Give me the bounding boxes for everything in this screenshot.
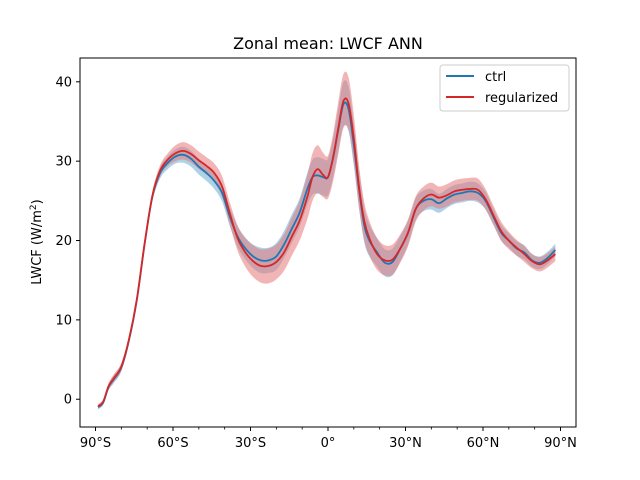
y-tick-label: 10 <box>55 313 72 328</box>
x-tick-label: 30°N <box>389 436 422 451</box>
y-axis-ticks: 0 10 20 30 40 <box>55 75 80 408</box>
y-axis-label-superscript: 2 <box>29 204 39 210</box>
x-tick-label: 30°S <box>235 436 266 451</box>
y-tick-label: 40 <box>55 75 72 90</box>
x-tick-label: 60°N <box>467 436 500 451</box>
x-tick-label: 0° <box>321 436 336 451</box>
y-tick-label: 20 <box>55 234 72 249</box>
legend: ctrl regularized <box>439 64 570 112</box>
x-tick-label: 90°S <box>80 436 111 451</box>
x-tick-label: 60°S <box>157 436 188 451</box>
y-axis-label-base: LWCF (W/m <box>30 210 45 285</box>
line-regularized <box>97 97 556 408</box>
y-axis-label: LWCF (W/m2) <box>29 199 45 284</box>
y-axis-label-tail: ) <box>30 199 45 204</box>
y-tick-label: 30 <box>55 155 72 170</box>
series-lines <box>97 97 556 408</box>
legend-label-regularized: regularized <box>485 91 558 106</box>
y-tick-label: 0 <box>64 393 72 408</box>
chart-title: Zonal mean: LWCF ANN <box>233 34 423 53</box>
x-axis-ticks: 90°S 60°S 30°S 0° 30°N 60°N 90°N <box>80 427 577 451</box>
legend-label-ctrl: ctrl <box>485 70 506 85</box>
x-tick-label: 90°N <box>544 436 577 451</box>
